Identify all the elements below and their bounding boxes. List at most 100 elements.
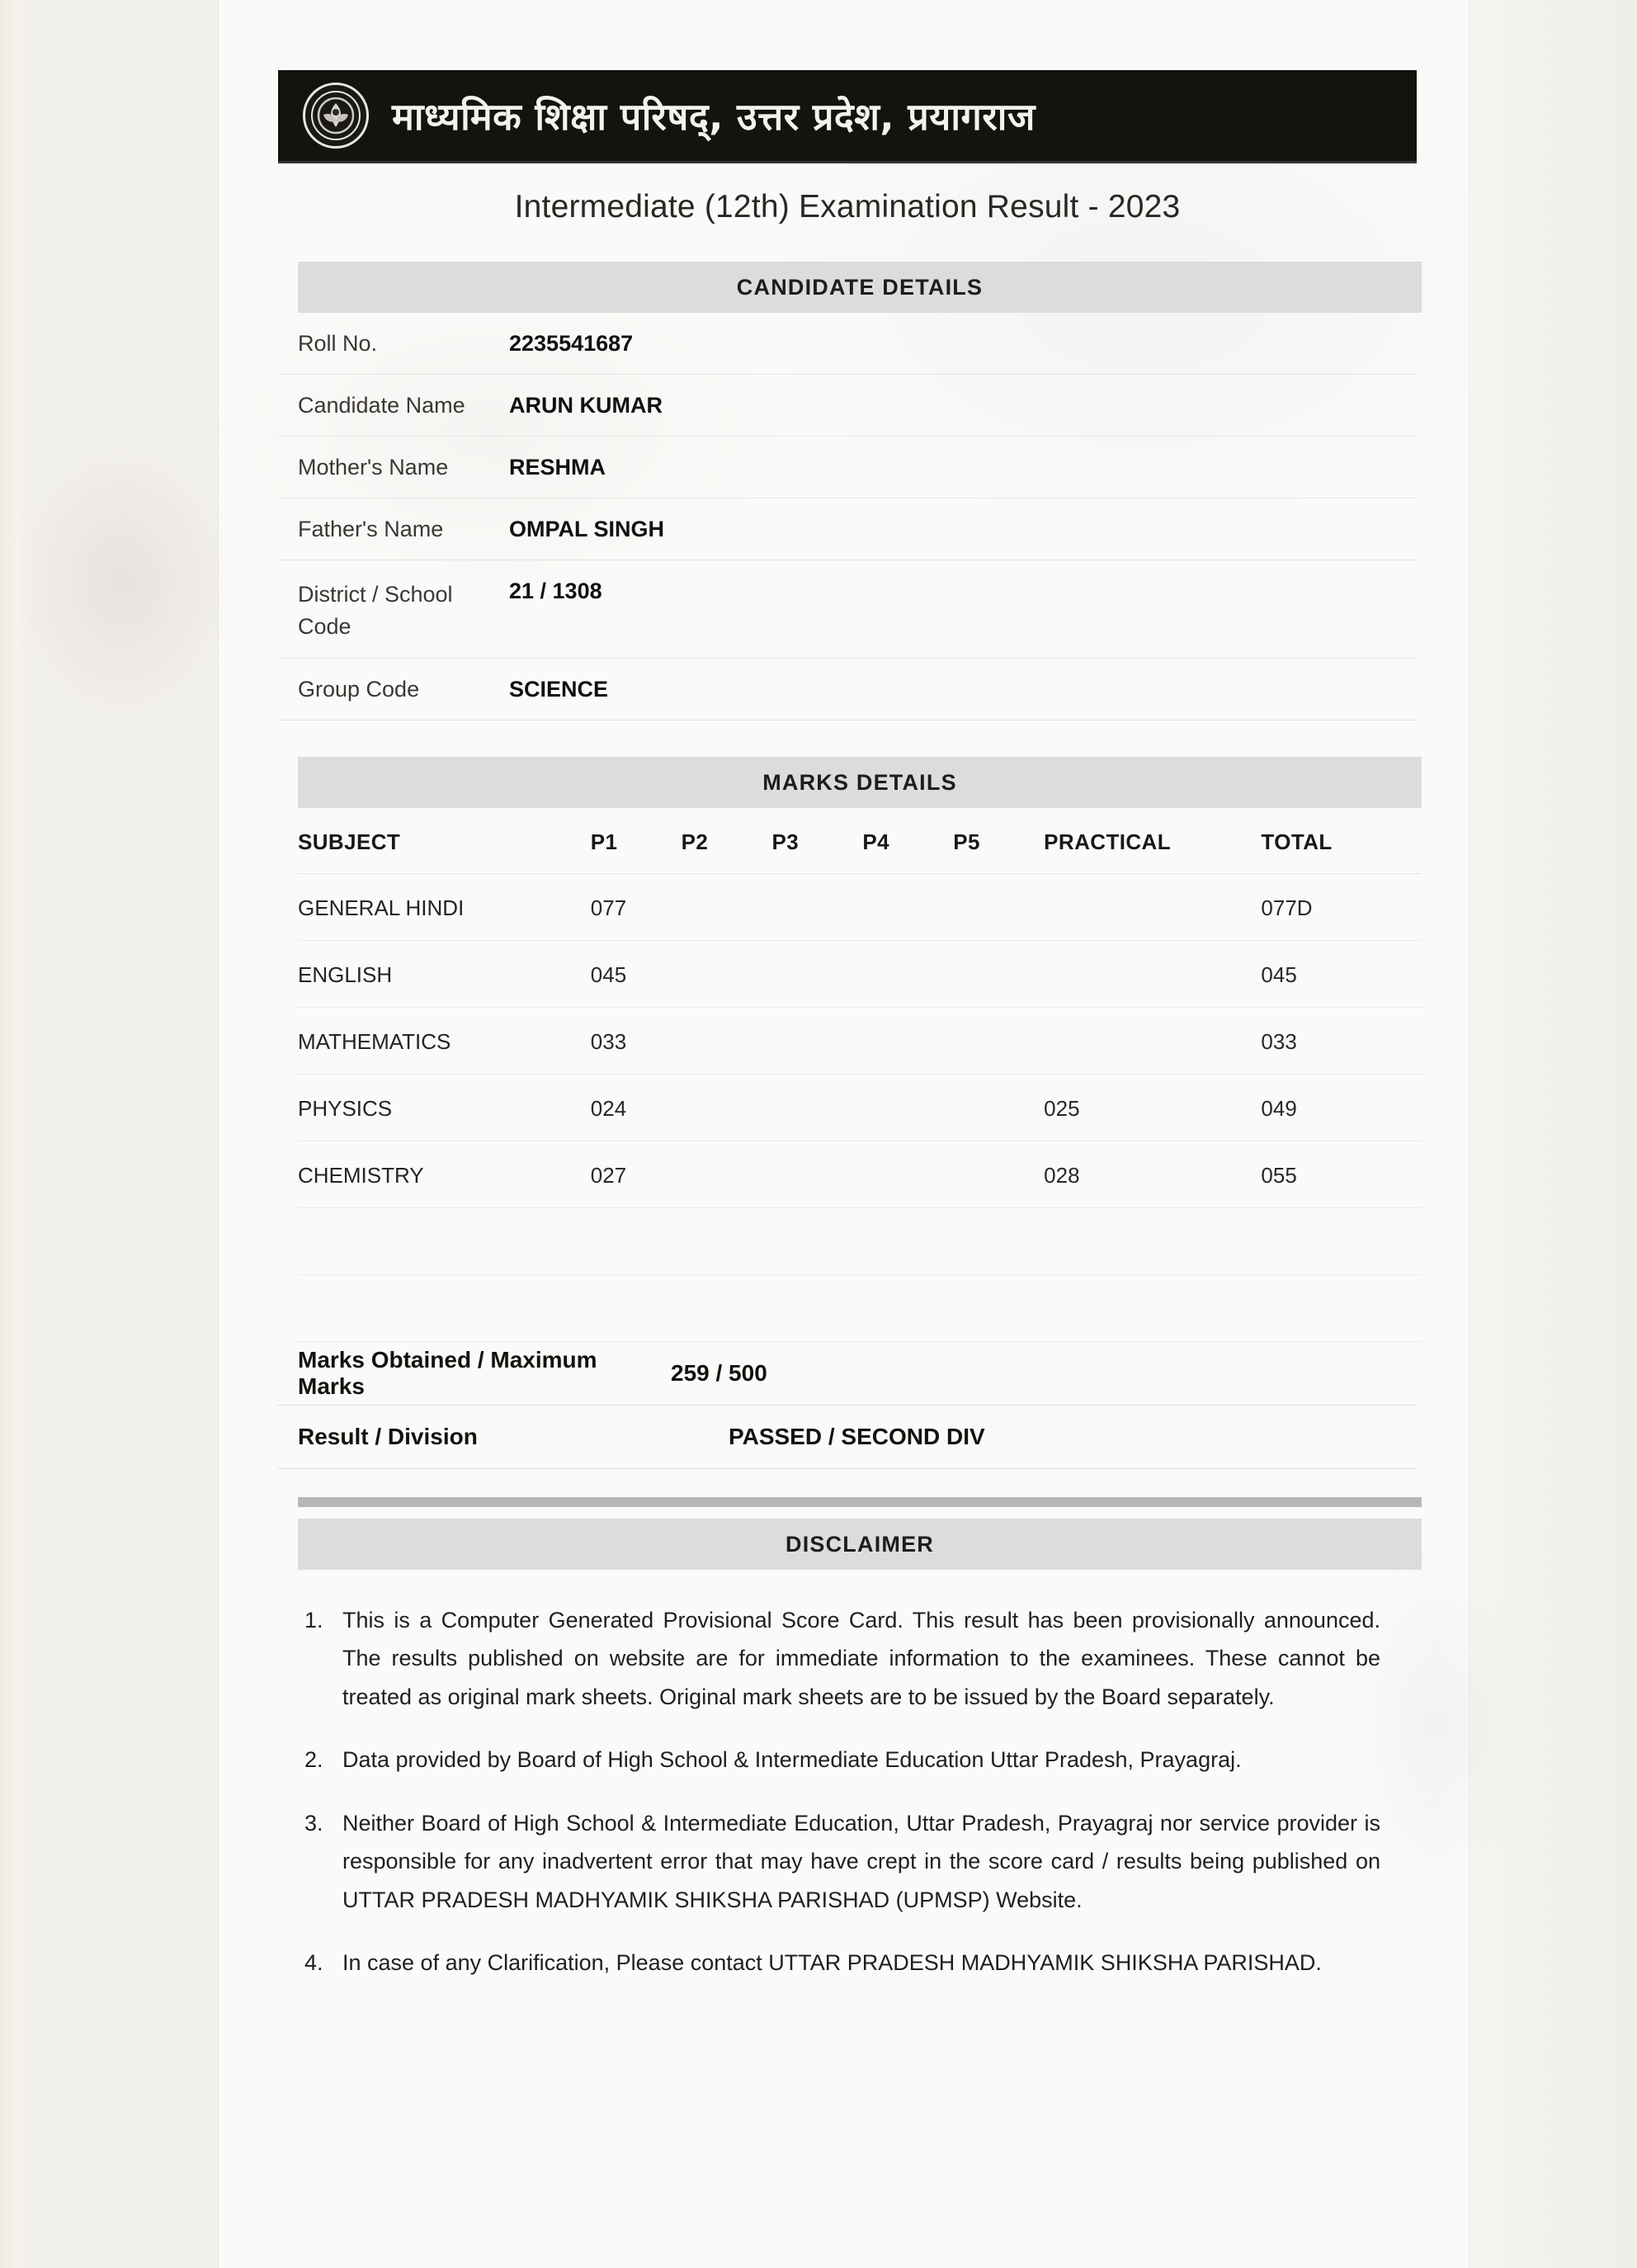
- cell-p3: [771, 1141, 863, 1208]
- cell-p1: 027: [590, 1141, 682, 1208]
- column-header-subject: SUBJECT: [298, 808, 591, 874]
- detail-label: Father's Name: [298, 517, 444, 541]
- scan-smudge-right: [1353, 1552, 1518, 1898]
- detail-value: 2235541687: [509, 331, 634, 356]
- marks-table-header-row: SUBJECT P1 P2 P3 P4 P5 PRACTICAL TOTAL: [298, 808, 1422, 874]
- list-item: Data provided by Board of High School & …: [304, 1741, 1242, 1779]
- cell-subject: MATHEMATICS: [298, 1007, 591, 1075]
- cell-p3: [771, 873, 863, 941]
- cell-total: 049: [1261, 1074, 1422, 1141]
- cell-subject: PHYSICS: [298, 1074, 591, 1141]
- table-row: CHEMISTRY 027 028 055: [298, 1141, 1422, 1208]
- cell-p3: [771, 1207, 863, 1275]
- cell-p2: [681, 1007, 772, 1075]
- cell-p4: [862, 1074, 954, 1141]
- detail-value: SCIENCE: [509, 677, 609, 702]
- cell-practical: [1044, 1207, 1262, 1275]
- cell-p4: [862, 1141, 954, 1208]
- cell-p2: [681, 1141, 772, 1208]
- cell-p1: [590, 1207, 682, 1275]
- table-row: [298, 1274, 1422, 1342]
- table-row: ENGLISH 045 045: [298, 940, 1422, 1008]
- cell-subject: CHEMISTRY: [298, 1141, 591, 1208]
- cell-total: 033: [1261, 1007, 1422, 1075]
- cell-p1: 024: [590, 1074, 682, 1141]
- disclaimer-heading: DISCLAIMER: [298, 1519, 1422, 1570]
- detail-value: ARUN KUMAR: [509, 393, 663, 418]
- summary-row-marks-obtained: Marks Obtained / Maximum Marks 259 / 500: [278, 1342, 1417, 1406]
- detail-label: Candidate Name: [298, 393, 465, 418]
- cell-p1: 077: [590, 873, 682, 941]
- cell-total: 077D: [1261, 873, 1422, 941]
- detail-label: Group Code: [298, 677, 420, 702]
- cell-total: 045: [1261, 940, 1422, 1008]
- cell-practical: 028: [1044, 1141, 1262, 1208]
- cell-p5: [953, 873, 1045, 941]
- cell-p4: [862, 1207, 954, 1275]
- cell-subject: [298, 1207, 591, 1275]
- cell-practical: [1044, 873, 1262, 941]
- cell-p3: [771, 1274, 863, 1342]
- cell-p5: [953, 1274, 1045, 1342]
- cell-p4: [862, 1007, 954, 1075]
- board-header-bar: माध्यमिक शिक्षा परिषद्, उत्तर प्रदेश, प्…: [278, 70, 1417, 161]
- cell-p5: [953, 940, 1045, 1008]
- summary-label: Result / Division: [298, 1424, 478, 1449]
- list-item: Neither Board of High School & Intermedi…: [304, 1804, 1380, 1912]
- column-header-p4: P4: [862, 808, 954, 874]
- score-card-document: माध्यमिक शिक्षा परिषद्, उत्तर प्रदेश, प्…: [219, 0, 1469, 2268]
- marks-table: SUBJECT P1 P2 P3 P4 P5 PRACTICAL TOTAL G…: [298, 808, 1422, 1342]
- detail-value: 21 / 1308: [509, 579, 602, 603]
- cell-practical: [1044, 1007, 1262, 1075]
- table-row: GENERAL HINDI 077 077D: [298, 873, 1422, 941]
- cell-p3: [771, 1074, 863, 1141]
- cell-p5: [953, 1007, 1045, 1075]
- cell-subject: [298, 1274, 591, 1342]
- detail-label: Roll No.: [298, 331, 378, 356]
- cell-p5: [953, 1074, 1045, 1141]
- cell-p4: [862, 940, 954, 1008]
- summary-value: 259 / 500: [671, 1360, 767, 1386]
- table-row: PHYSICS 024 025 049: [298, 1074, 1422, 1141]
- detail-label: Mother's Name: [298, 455, 449, 480]
- column-header-p5: P5: [953, 808, 1045, 874]
- cell-total: 055: [1261, 1141, 1422, 1208]
- candidate-details-heading: CANDIDATE DETAILS: [298, 262, 1422, 313]
- table-row: MATHEMATICS 033 033: [298, 1007, 1422, 1075]
- cell-p1: [590, 1274, 682, 1342]
- detail-label: District / School Code: [298, 582, 453, 640]
- exam-subtitle: Intermediate (12th) Examination Result -…: [514, 189, 1181, 224]
- detail-row-mothers-name: Mother's Name RESHMA: [278, 437, 1417, 498]
- cell-p4: [862, 873, 954, 941]
- list-item: In case of any Clarification, Please con…: [304, 1944, 1322, 1982]
- marks-details-heading: MARKS DETAILS: [298, 757, 1422, 808]
- column-header-p1: P1: [590, 808, 682, 874]
- detail-row-roll-no: Roll No. 2235541687: [278, 313, 1417, 375]
- detail-row-candidate-name: Candidate Name ARUN KUMAR: [278, 375, 1417, 437]
- cell-p1: 045: [590, 940, 682, 1008]
- summary-row-result-division: Result / Division PASSED / SECOND DIV: [278, 1406, 1417, 1469]
- cell-p2: [681, 1074, 772, 1141]
- board-emblem-icon: [303, 83, 369, 149]
- board-title-hindi: माध्यमिक शिक्षा परिषद्, उत्तर प्रदेश, प्…: [392, 94, 1036, 139]
- cell-total: [1261, 1274, 1422, 1342]
- cell-p5: [953, 1207, 1045, 1275]
- column-header-practical: PRACTICAL: [1044, 808, 1262, 874]
- scan-smudge-left: [15, 446, 229, 718]
- cell-p2: [681, 873, 772, 941]
- scan-left-edge-strip: [0, 0, 28, 2268]
- cell-p4: [862, 1274, 954, 1342]
- column-header-p2: P2: [681, 808, 772, 874]
- cell-p3: [771, 940, 863, 1008]
- summary-label: Marks Obtained / Maximum Marks: [298, 1347, 597, 1399]
- detail-row-group-code: Group Code SCIENCE: [278, 659, 1417, 721]
- column-header-total: TOTAL: [1261, 808, 1422, 874]
- column-header-p3: P3: [771, 808, 863, 874]
- cell-subject: GENERAL HINDI: [298, 873, 591, 941]
- table-row: [298, 1207, 1422, 1275]
- section-divider: [298, 1497, 1422, 1507]
- cell-p2: [681, 1207, 772, 1275]
- cell-p1: 033: [590, 1007, 682, 1075]
- detail-row-district-school-code: District / School Code 21 / 1308: [278, 560, 1417, 659]
- list-item: This is a Computer Generated Provisional…: [304, 1601, 1380, 1709]
